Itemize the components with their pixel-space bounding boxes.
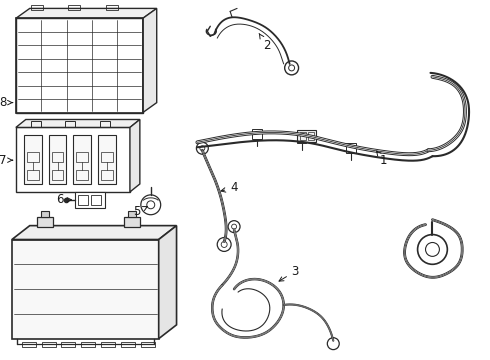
Bar [100, 121, 110, 127]
Bar [91, 195, 101, 205]
Bar [252, 129, 262, 139]
Text: 4: 4 [221, 181, 238, 194]
Bar [78, 195, 88, 205]
Polygon shape [159, 226, 176, 339]
Bar [101, 152, 113, 162]
Text: 3: 3 [279, 265, 299, 281]
Bar [76, 170, 88, 180]
Bar [42, 342, 55, 347]
Bar [66, 121, 75, 127]
Bar [74, 135, 91, 184]
Bar [31, 5, 43, 10]
Bar [141, 342, 155, 347]
Polygon shape [12, 239, 159, 339]
Polygon shape [16, 8, 157, 18]
Text: 5: 5 [133, 205, 147, 218]
Text: 6: 6 [56, 193, 72, 206]
Text: 2: 2 [259, 33, 270, 51]
Polygon shape [143, 8, 157, 113]
Bar [296, 130, 317, 142]
Polygon shape [16, 120, 140, 127]
Bar [22, 342, 36, 347]
Bar [76, 152, 88, 162]
Bar [27, 152, 39, 162]
Bar [81, 342, 95, 347]
Bar [121, 342, 135, 347]
Text: 1: 1 [377, 151, 388, 167]
Polygon shape [130, 120, 140, 192]
Bar [75, 192, 105, 208]
Bar [51, 152, 64, 162]
Bar [62, 342, 75, 347]
Bar [69, 5, 80, 10]
Bar [31, 121, 41, 127]
Bar [101, 170, 113, 180]
Bar [27, 170, 39, 180]
Polygon shape [16, 18, 143, 113]
Bar [309, 132, 315, 140]
Polygon shape [12, 226, 176, 239]
Bar [49, 135, 67, 184]
Bar [51, 170, 64, 180]
Text: 7: 7 [0, 154, 13, 167]
Bar [101, 342, 115, 347]
Bar [299, 132, 305, 140]
Bar [124, 217, 140, 226]
Bar [37, 217, 52, 226]
Bar [106, 5, 118, 10]
Bar [128, 211, 136, 217]
Polygon shape [16, 127, 130, 192]
Bar [346, 143, 356, 153]
Bar [24, 135, 42, 184]
Bar [98, 135, 116, 184]
Bar [41, 211, 49, 217]
Bar [296, 134, 307, 143]
Text: 8: 8 [0, 96, 13, 109]
